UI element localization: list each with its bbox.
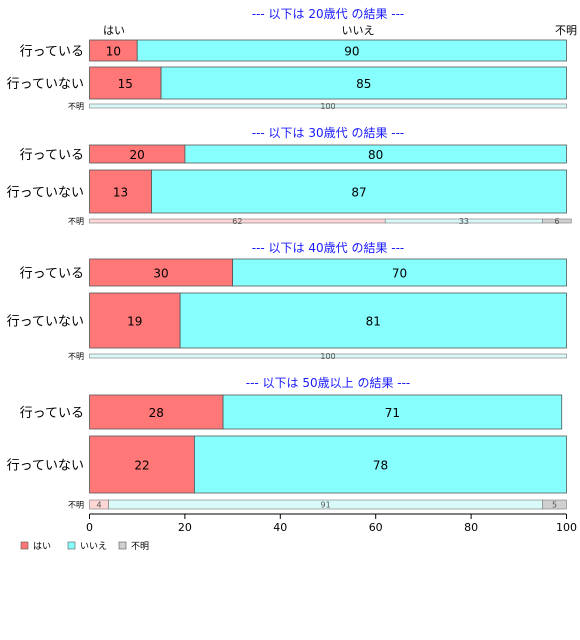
- bar-segment: [151, 169, 567, 214]
- panel-title: --- 以下は 50歳以上 の結果 ---: [246, 376, 411, 390]
- data-label: 78: [373, 459, 388, 473]
- data-label: 19: [127, 315, 142, 329]
- data-label: 85: [356, 77, 371, 91]
- row-label: 行っていない: [7, 315, 84, 330]
- panel-title: --- 以下は 40歳代 の結果 ---: [252, 241, 405, 255]
- row-label: 行っていない: [7, 77, 84, 92]
- x-tick-label: 0: [86, 521, 93, 534]
- panel-title: --- 以下は 20歳代 の結果 ---: [252, 7, 405, 21]
- bar-segment: [179, 292, 567, 349]
- x-tick-label: 20: [178, 521, 192, 534]
- data-label: 10: [106, 45, 121, 59]
- unknown-row-label: 不明: [68, 102, 84, 111]
- unknown-data-label: 62: [232, 217, 242, 226]
- bar-segment: [89, 169, 152, 214]
- unknown-row-label: 不明: [68, 352, 84, 361]
- legend-label: はい: [33, 541, 51, 552]
- data-label: 22: [134, 459, 149, 473]
- header-label-no: いいえ: [342, 24, 375, 37]
- data-label: 90: [344, 45, 359, 59]
- unknown-data-label: 33: [459, 217, 469, 226]
- unknown-data-label: 100: [320, 352, 335, 361]
- unknown-data-label: 100: [320, 102, 335, 111]
- bar-segment: [89, 435, 195, 494]
- data-label: 80: [368, 148, 383, 162]
- row-label: 行っている: [20, 45, 84, 60]
- bar-segment: [89, 66, 162, 100]
- row-label: 行っている: [20, 148, 84, 163]
- legend-swatch: [118, 541, 127, 550]
- unknown-bar-segment: [542, 499, 567, 510]
- data-label: 13: [113, 186, 128, 200]
- bar-segment: [89, 394, 224, 430]
- legend-swatch: [20, 541, 29, 550]
- unknown-row-label: 不明: [68, 217, 84, 226]
- data-label: 70: [392, 267, 407, 281]
- row-label: 行っている: [20, 267, 84, 282]
- bar-segment: [136, 39, 567, 62]
- x-tick-label: 100: [556, 521, 577, 534]
- data-label: 28: [149, 406, 164, 420]
- unknown-bar-segment: [89, 103, 567, 109]
- data-label: 30: [153, 267, 168, 281]
- legend-label: いいえ: [80, 541, 107, 552]
- legend-label: 不明: [131, 541, 149, 552]
- unknown-bar-segment: [89, 353, 567, 359]
- bar-segment: [194, 435, 567, 494]
- unknown-data-label: 91: [321, 501, 331, 510]
- x-tick-label: 80: [464, 521, 478, 534]
- row-label: 行っていない: [7, 459, 84, 474]
- row-label: 行っている: [20, 406, 84, 421]
- unknown-data-label: 5: [552, 501, 557, 510]
- bar-segment: [232, 258, 567, 287]
- unknown-row-label: 不明: [68, 501, 84, 510]
- row-label: 行っていない: [7, 186, 84, 201]
- header-label-yes: はい: [103, 24, 125, 37]
- data-label: 15: [118, 77, 133, 91]
- data-label: 20: [130, 148, 145, 162]
- legend-swatch: [67, 541, 76, 550]
- bar-segment: [89, 292, 181, 349]
- unknown-data-label: 6: [554, 217, 559, 226]
- bar-segment: [184, 144, 567, 164]
- bar-segment: [89, 258, 234, 287]
- data-label: 81: [366, 315, 381, 329]
- x-tick-label: 60: [369, 521, 383, 534]
- unknown-data-label: 4: [96, 501, 101, 510]
- panel-title: --- 以下は 30歳代 の結果 ---: [252, 126, 405, 140]
- bar-segment: [222, 394, 563, 430]
- data-label: 87: [351, 186, 366, 200]
- unknown-bar-segment: [542, 218, 572, 224]
- bar-segment: [160, 66, 567, 100]
- header-label-unknown: 不明: [555, 24, 577, 37]
- data-label: 71: [385, 406, 400, 420]
- x-tick-label: 40: [273, 521, 287, 534]
